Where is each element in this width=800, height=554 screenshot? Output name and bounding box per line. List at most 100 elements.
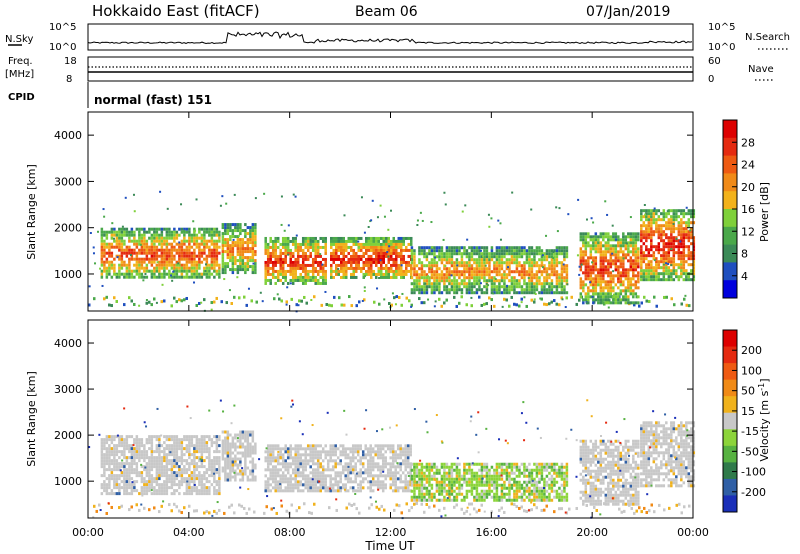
power-cell (229, 229, 232, 233)
power-cell (430, 273, 434, 277)
power-cell (637, 286, 640, 290)
power-cell (582, 301, 585, 305)
power-cell (594, 235, 598, 239)
power-cell (692, 254, 696, 258)
power-cell (286, 236, 290, 240)
power-cell (239, 247, 242, 251)
power-cell (357, 254, 360, 258)
velocity-cell (336, 483, 340, 487)
power-cell (221, 235, 225, 239)
power-cell (662, 233, 666, 237)
velocity-cell (289, 450, 292, 454)
power-cell (231, 268, 235, 272)
power-cell (518, 273, 521, 277)
velocity-cell (321, 447, 325, 451)
velocity-cell (135, 453, 139, 457)
power-cell (192, 220, 195, 223)
velocity-cell (296, 468, 300, 472)
power-cell (523, 249, 526, 253)
velocity-cell (236, 457, 240, 461)
power-cell (193, 230, 196, 234)
power-cell (100, 227, 104, 231)
power-cell (236, 247, 240, 251)
power-cell (355, 239, 358, 243)
power-cell (173, 233, 176, 237)
power-cell (622, 298, 625, 302)
power-cell (672, 230, 676, 234)
velocity-cell (143, 486, 146, 490)
power-cell (634, 253, 638, 257)
velocity-cell (326, 465, 330, 469)
power-cell (296, 275, 300, 279)
power-cell (380, 275, 383, 279)
power-cell (420, 264, 424, 268)
velocity-cell (291, 447, 295, 451)
power-cell (640, 236, 643, 240)
power-cell (324, 257, 327, 261)
power-cell (495, 252, 499, 256)
power-cell (528, 249, 531, 253)
power-cell (470, 255, 474, 259)
power-cell (510, 246, 514, 250)
power-cell (250, 299, 253, 303)
power-cell (570, 295, 573, 299)
velocity-cell (249, 460, 252, 464)
velocity-cell (153, 450, 156, 454)
velocity-cell (113, 459, 116, 463)
power-cell (395, 260, 398, 264)
power-cell (342, 269, 345, 273)
power-cell (397, 254, 400, 258)
power-cell (264, 242, 267, 246)
power-cell (515, 270, 519, 274)
power-cell (670, 275, 673, 279)
velocity-cell (213, 450, 216, 454)
power-cell (455, 261, 459, 265)
power-cell (208, 263, 211, 267)
power-cell (632, 250, 635, 254)
velocity-cell (180, 468, 184, 472)
power-cell (430, 282, 434, 286)
velocity-cell (215, 489, 219, 493)
power-cell (629, 256, 633, 260)
velocity-cell (110, 447, 114, 451)
velocity-cell (218, 456, 221, 460)
power-cell (510, 282, 514, 286)
power-cell (498, 267, 501, 271)
power-cell (483, 264, 486, 268)
power-cell (652, 269, 656, 273)
power-cell (215, 251, 219, 255)
velocity-cell (105, 456, 109, 460)
power-cell (352, 266, 355, 270)
power-cell (210, 260, 214, 264)
power-cell (690, 278, 693, 282)
power-cell (279, 257, 282, 261)
velocity-cell (123, 447, 126, 451)
power-cell (392, 239, 395, 243)
power-cell (688, 304, 691, 308)
power-cell (470, 270, 474, 274)
power-cell (478, 252, 481, 256)
power-cell (296, 263, 300, 267)
velocity-cell (135, 456, 139, 460)
velocity-cell (193, 447, 196, 451)
power-cell (604, 247, 608, 251)
power-cell (105, 245, 109, 249)
power-cell (662, 212, 666, 216)
power-cell (239, 256, 242, 260)
velocity-cell (316, 471, 320, 475)
power-cell (286, 245, 290, 249)
power-cell (444, 265, 447, 268)
power-cell (555, 273, 559, 277)
velocity-cell (198, 459, 201, 463)
velocity-cell (218, 462, 221, 466)
power-cell (578, 298, 581, 302)
power-cell (687, 221, 691, 225)
power-cell (413, 279, 416, 283)
power-cell (185, 269, 189, 273)
power-cell (515, 279, 519, 283)
velocity-cell (110, 471, 114, 475)
power-cell (105, 230, 109, 234)
power-cell (420, 252, 424, 256)
power-cell (145, 257, 149, 261)
power-cell (495, 246, 499, 250)
